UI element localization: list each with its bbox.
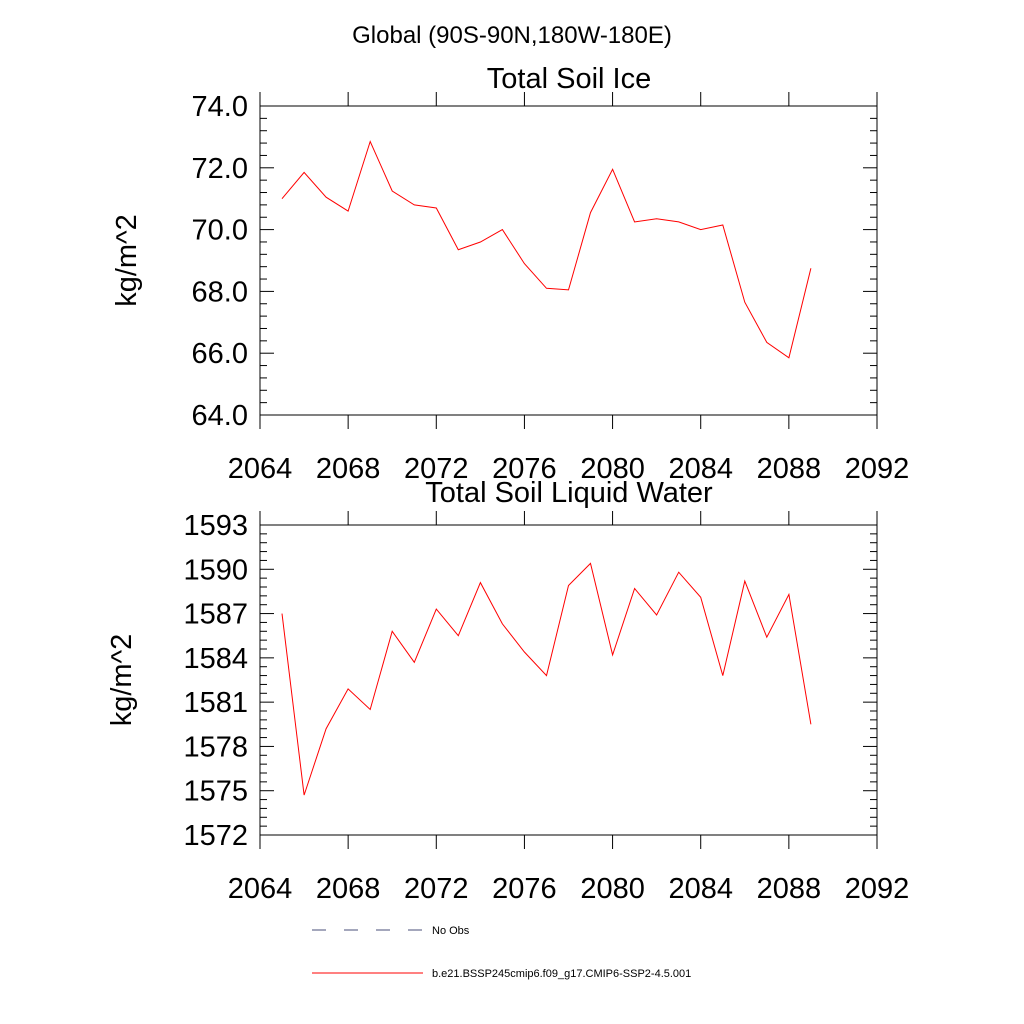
x-tick-label: 2068 — [316, 453, 381, 485]
legend: No Obs b.e21.BSSP245cmip6.f09_g17.CMIP6-S… — [312, 925, 691, 980]
x-tick-label: 2064 — [228, 873, 293, 905]
y-tick-label: 1572 — [183, 820, 248, 852]
y-tick-label: 64.0 — [192, 400, 248, 432]
y-tick-label: 68.0 — [192, 276, 248, 308]
chart-title: Total Soil Liquid Water — [425, 477, 713, 509]
y-tick-label: 1584 — [183, 643, 248, 675]
y-tick-label: 1578 — [183, 731, 248, 763]
y-tick-label: 74.0 — [192, 91, 248, 123]
y-tick-label: 1590 — [183, 554, 248, 586]
y-tick-label: 66.0 — [192, 338, 248, 370]
x-tick-label: 2080 — [580, 453, 645, 485]
x-tick-label: 2088 — [757, 873, 822, 905]
x-tick-label: 2088 — [757, 453, 822, 485]
series-line-1 — [281, 140, 812, 359]
y-axis-label: kg/m^2 — [106, 634, 138, 727]
x-tick-label: 2084 — [668, 453, 733, 485]
legend-label-1: No Obs — [432, 925, 470, 937]
y-tick-label: 1575 — [183, 776, 248, 808]
x-tick-label: 2068 — [316, 873, 381, 905]
x-tick-label: 2076 — [492, 873, 557, 905]
page-title: Global (90S-90N,180W-180E) — [352, 22, 672, 49]
x-tick-label: 2084 — [668, 873, 733, 905]
chart-title: Total Soil Ice — [487, 63, 651, 95]
x-tick-label: 2072 — [404, 873, 469, 905]
y-tick-label: 1593 — [183, 510, 248, 542]
x-tick-label: 2064 — [228, 453, 293, 485]
y-axis-label: kg/m^2 — [111, 214, 143, 307]
series-line-1 — [281, 562, 812, 796]
chart-panel-2: Total Soil Liquid Water kg/m^2 1572 1575 157… — [106, 477, 909, 905]
legend-label-2: b.e21.BSSP245cmip6.f09_g17.CMIP6-SSP2-4.… — [432, 968, 691, 980]
x-tick-label: 2072 — [404, 453, 469, 485]
chart-panel-1: Total Soil Ice kg/m^2 64.0 66.0 68.0 70.0 72.0… — [111, 63, 909, 485]
y-tick-label: 1587 — [183, 599, 248, 631]
x-tick-label: 2076 — [492, 453, 557, 485]
x-tick-label: 2092 — [845, 873, 910, 905]
y-tick-label: 70.0 — [192, 215, 248, 247]
plot-frame — [259, 105, 878, 416]
plot-frame — [259, 524, 878, 836]
x-tick-label: 2092 — [845, 453, 910, 485]
y-tick-label: 1581 — [183, 687, 248, 719]
y-tick-label: 72.0 — [192, 153, 248, 185]
x-tick-label: 2080 — [580, 873, 645, 905]
